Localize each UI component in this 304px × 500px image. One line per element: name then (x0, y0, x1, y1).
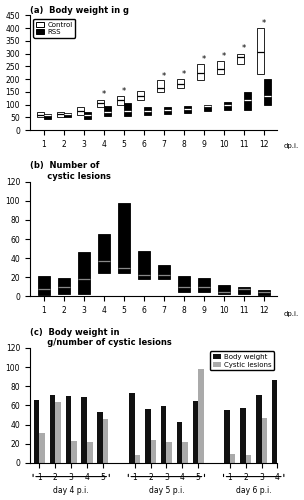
Bar (264, 79, 271, 104)
Bar (117, 96, 124, 104)
Bar (257, 28, 264, 74)
Bar (184, 106, 191, 113)
Bar (237, 54, 244, 64)
Bar (224, 410, 230, 463)
Text: *: * (181, 70, 186, 79)
Bar (166, 442, 172, 463)
Bar (104, 106, 111, 116)
Bar (77, 107, 84, 115)
Bar (64, 113, 71, 117)
Bar (37, 112, 44, 117)
Bar (38, 276, 50, 294)
Bar (192, 400, 198, 463)
Bar (223, 102, 230, 110)
Bar (103, 419, 109, 463)
Bar (257, 290, 270, 294)
Bar (216, 62, 223, 74)
Text: dp.i.: dp.i. (284, 143, 299, 149)
Bar (50, 395, 55, 463)
Bar (262, 418, 267, 463)
Text: *: * (102, 90, 106, 99)
Bar (84, 112, 91, 118)
Text: (c)  Body weight in
      g/number of cystic lesions: (c) Body weight in g/number of cystic le… (30, 328, 172, 347)
Bar (150, 440, 156, 463)
Bar (177, 79, 184, 88)
Bar (57, 112, 64, 117)
Bar (97, 412, 103, 463)
Bar (182, 442, 188, 463)
Bar (178, 276, 190, 291)
Bar (177, 422, 182, 463)
Bar (198, 278, 209, 291)
Bar (40, 433, 45, 463)
Bar (118, 202, 130, 272)
Bar (78, 252, 90, 294)
Bar (161, 406, 166, 463)
Bar (98, 234, 110, 273)
Text: dp.i.: dp.i. (284, 311, 299, 317)
Bar (256, 395, 262, 463)
Bar (129, 393, 135, 463)
Bar (71, 441, 77, 463)
Bar (158, 265, 170, 280)
Bar (237, 287, 250, 294)
Text: (b)  Number of
      cystic lesions: (b) Number of cystic lesions (30, 162, 111, 181)
Bar (81, 397, 87, 463)
Bar (218, 285, 230, 294)
Bar (197, 64, 204, 80)
Text: (a)  Body weight in g: (a) Body weight in g (30, 6, 129, 15)
Bar (230, 454, 235, 463)
Bar (97, 100, 104, 107)
Text: day 6 p.i.: day 6 p.i. (236, 486, 271, 495)
Text: *: * (241, 44, 246, 54)
Bar (145, 409, 150, 463)
Bar (138, 250, 150, 280)
Bar (44, 114, 51, 118)
Bar (124, 104, 131, 116)
Text: *: * (261, 19, 266, 28)
Bar (246, 455, 251, 463)
Bar (198, 369, 204, 463)
Bar (55, 402, 61, 463)
Text: *: * (161, 72, 166, 81)
Bar (272, 380, 278, 463)
Bar (87, 442, 93, 463)
Bar (157, 80, 164, 92)
Bar (164, 107, 171, 114)
Bar (278, 441, 283, 463)
Bar (137, 90, 144, 100)
Text: *: * (221, 52, 226, 61)
Bar (244, 92, 250, 110)
Bar (144, 107, 151, 115)
Bar (66, 396, 71, 463)
Bar (34, 400, 40, 463)
Bar (204, 104, 211, 111)
Bar (240, 408, 246, 463)
Bar (135, 455, 140, 463)
Legend: Control, RSS: Control, RSS (33, 19, 75, 38)
Bar (58, 278, 70, 293)
Text: *: * (202, 54, 206, 64)
Text: day 5 p.i.: day 5 p.i. (149, 486, 184, 495)
Text: *: * (122, 86, 126, 96)
Legend: Body weight, Cystic lesions: Body weight, Cystic lesions (210, 352, 274, 370)
Text: day 4 p.i.: day 4 p.i. (54, 486, 89, 495)
